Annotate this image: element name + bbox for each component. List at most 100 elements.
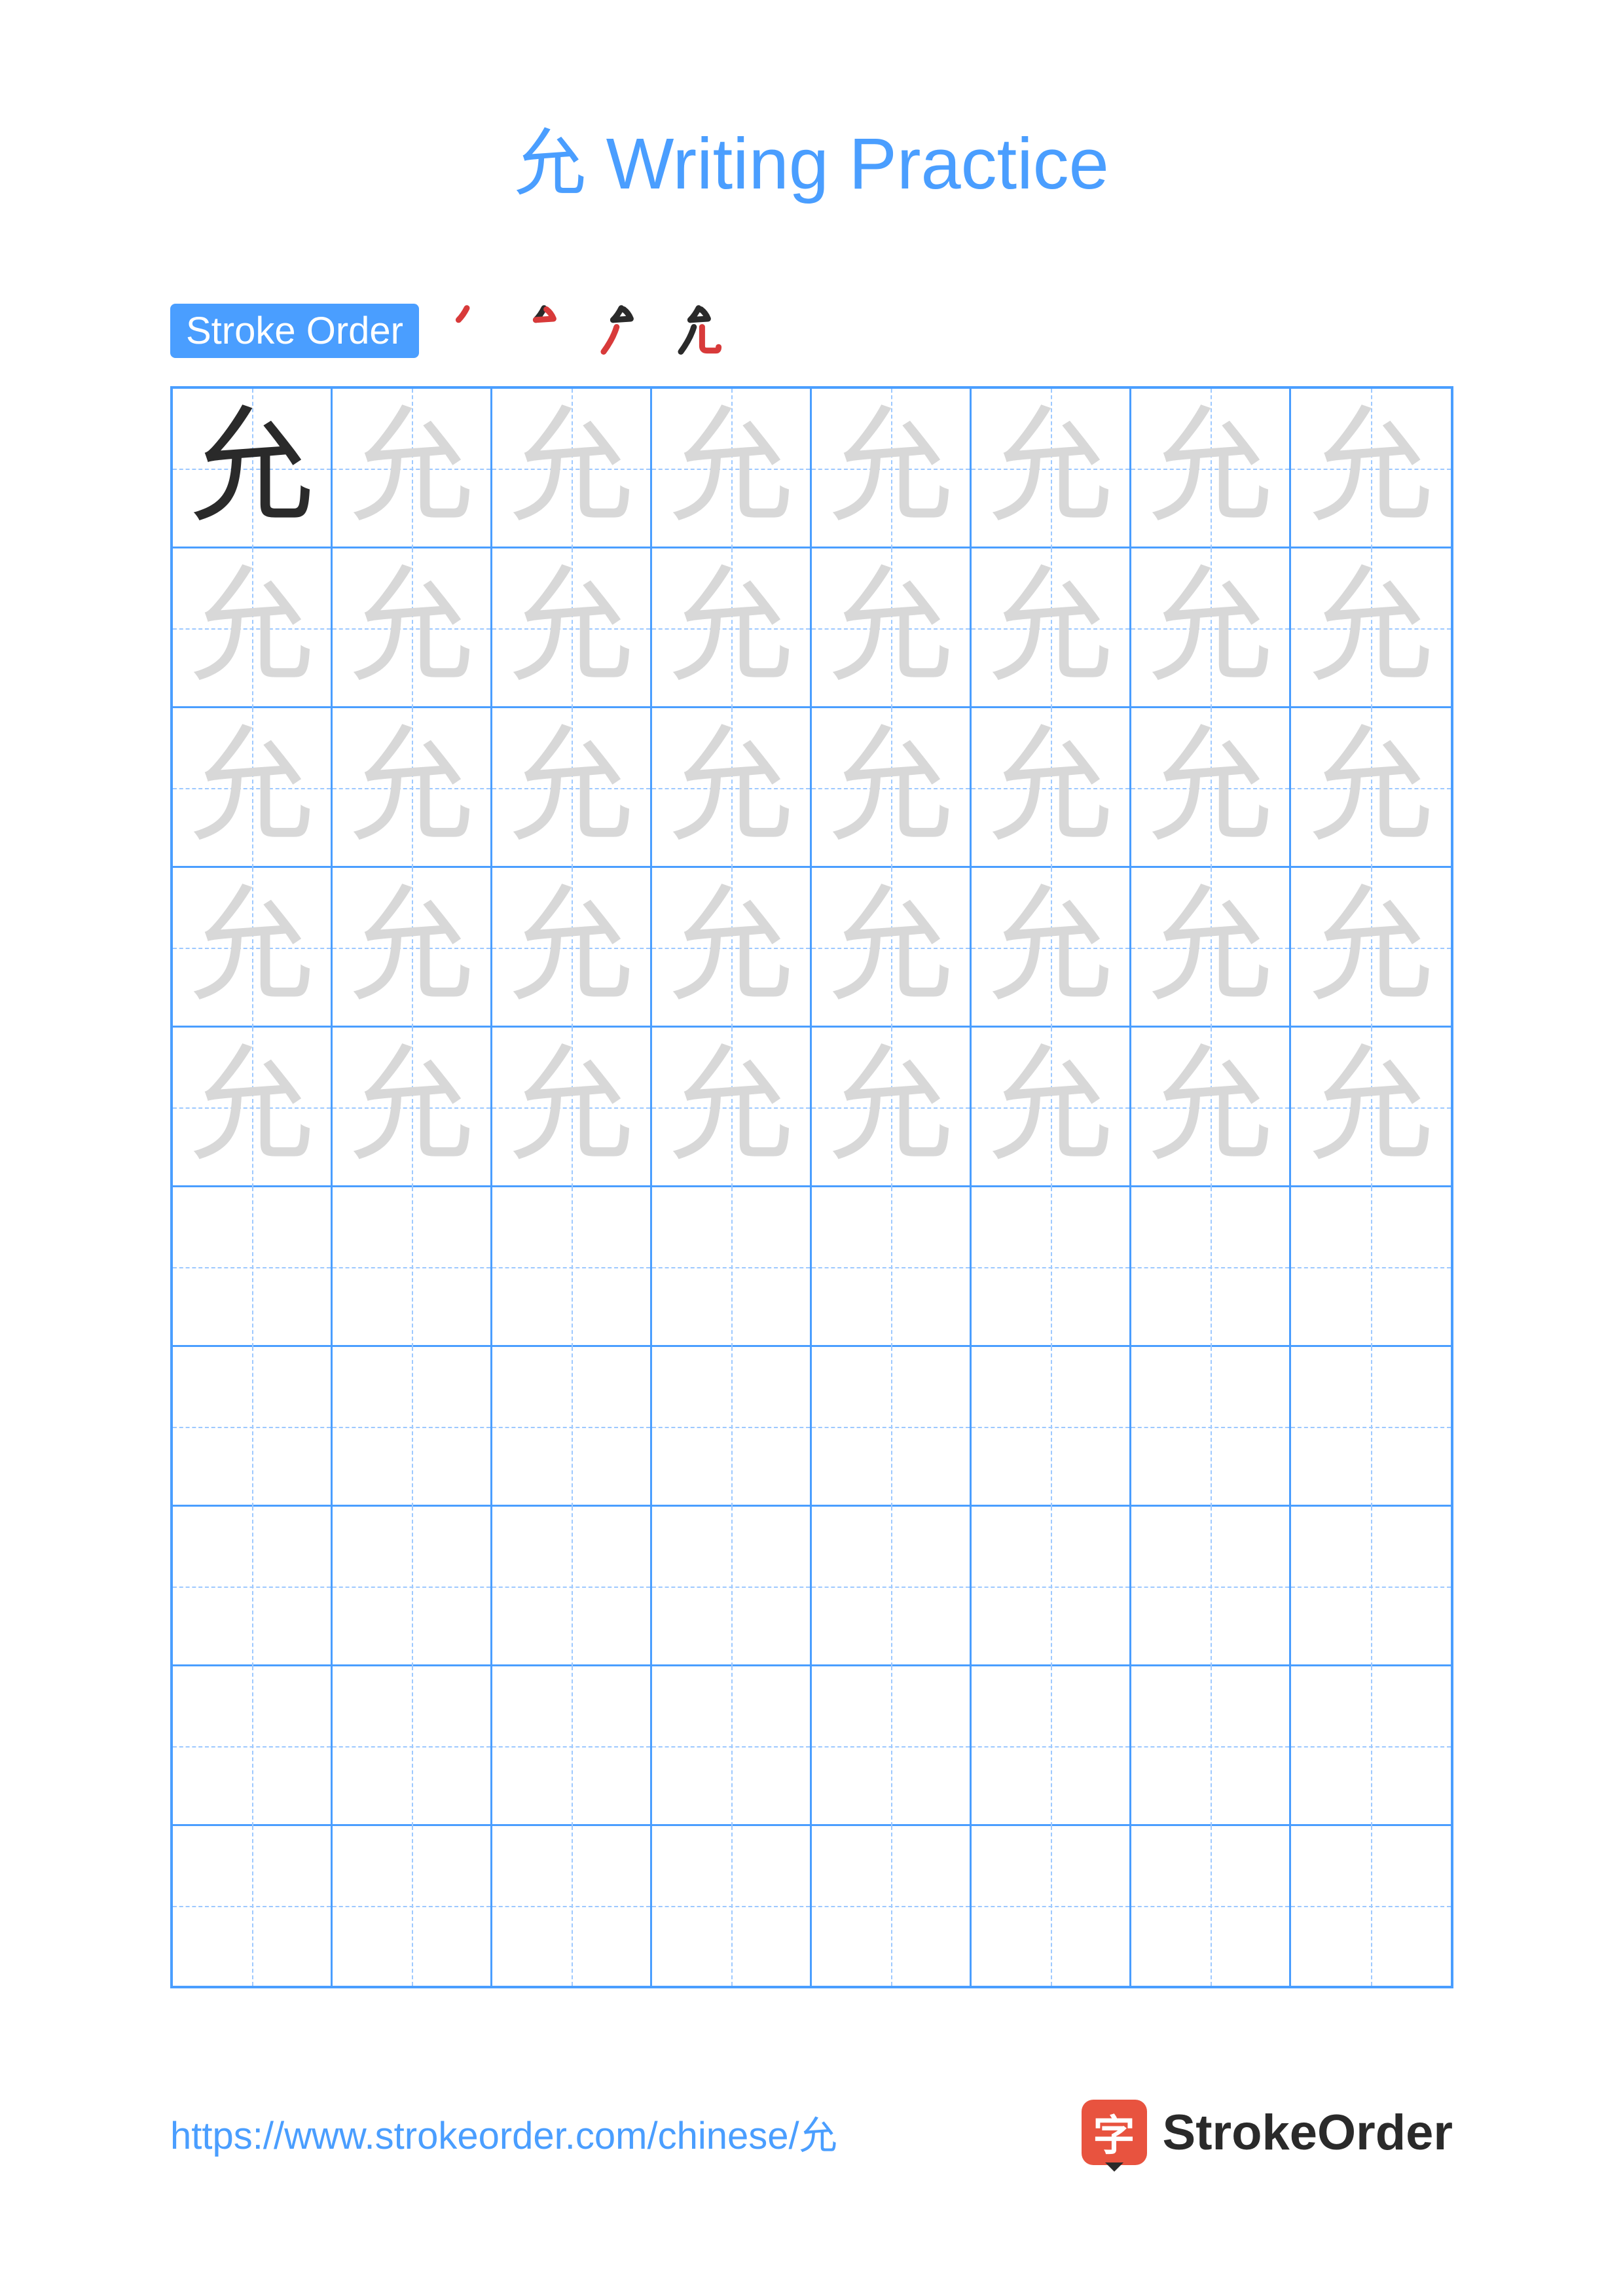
grid-cell	[652, 1507, 812, 1666]
trace-character: 允	[1148, 406, 1272, 531]
grid-cell: 允	[173, 868, 333, 1028]
grid-row: 允允允允允允允允	[173, 708, 1451, 868]
grid-cell	[972, 1347, 1131, 1507]
grid-cell	[652, 1666, 812, 1826]
grid-cell: 允	[173, 1028, 333, 1187]
grid-cell: 允	[972, 548, 1131, 708]
grid-cell	[1131, 1666, 1291, 1826]
grid-cell: 允	[812, 868, 972, 1028]
grid-cell	[1131, 1347, 1291, 1507]
logo-badge-icon: 字	[1082, 2100, 1147, 2165]
grid-cell: 允	[492, 548, 652, 708]
grid-cell: 允	[812, 708, 972, 868]
grid-cell	[492, 1666, 652, 1826]
grid-cell: 允	[333, 389, 492, 548]
trace-character: 允	[349, 406, 473, 531]
trace-character: 允	[349, 1045, 473, 1170]
guide-line-v	[1211, 1826, 1212, 1986]
grid-cell: 允	[972, 389, 1131, 548]
grid-cell: 允	[492, 1028, 652, 1187]
grid-cell	[173, 1507, 333, 1666]
guide-line-v	[1051, 1507, 1052, 1666]
grid-cell: 允	[492, 708, 652, 868]
grid-cell	[173, 1187, 333, 1347]
practice-grid: 允允允允允允允允允允允允允允允允允允允允允允允允允允允允允允允允允允允允允允允允	[170, 386, 1453, 1988]
grid-cell: 允	[812, 548, 972, 708]
guide-line-v	[1211, 1187, 1212, 1347]
grid-cell	[1291, 1507, 1451, 1666]
grid-row: 允允允允允允允允	[173, 868, 1451, 1028]
stroke-order-badge: Stroke Order	[170, 304, 419, 358]
grid-cell	[652, 1347, 812, 1507]
grid-cell: 允	[492, 389, 652, 548]
grid-cell	[333, 1826, 492, 1986]
trace-character: 允	[349, 726, 473, 850]
guide-line-v	[572, 1187, 573, 1347]
trace-character: 允	[828, 406, 953, 531]
guide-line-v	[572, 1826, 573, 1986]
guide-line-v	[572, 1666, 573, 1826]
grid-cell	[333, 1666, 492, 1826]
grid-cell	[972, 1187, 1131, 1347]
trace-character: 允	[1309, 1045, 1433, 1170]
guide-line-v	[412, 1666, 413, 1826]
grid-cell	[652, 1826, 812, 1986]
guide-line-v	[1371, 1666, 1372, 1826]
grid-cell: 允	[173, 389, 333, 548]
trace-character: 允	[988, 1045, 1112, 1170]
grid-cell: 允	[1131, 708, 1291, 868]
stroke-step-1	[437, 301, 496, 360]
guide-line-v	[1211, 1666, 1212, 1826]
trace-character: 允	[509, 566, 633, 691]
guide-line-v	[1051, 1187, 1052, 1347]
grid-cell: 允	[1291, 548, 1451, 708]
trace-character: 允	[1309, 886, 1433, 1010]
trace-character: 允	[189, 886, 314, 1010]
guide-line-v	[731, 1826, 733, 1986]
grid-cell	[1131, 1187, 1291, 1347]
grid-cell: 允	[333, 708, 492, 868]
trace-character: 允	[1148, 1045, 1272, 1170]
grid-cell: 允	[812, 389, 972, 548]
guide-line-v	[252, 1347, 253, 1507]
stroke-order-steps	[437, 301, 728, 360]
grid-row: 允允允允允允允允	[173, 548, 1451, 708]
trace-character: 允	[509, 726, 633, 850]
footer-logo: 字 StrokeOrder	[1082, 2100, 1453, 2165]
grid-cell: 允	[1291, 868, 1451, 1028]
grid-cell	[1291, 1666, 1451, 1826]
trace-character: 允	[828, 726, 953, 850]
grid-cell: 允	[1131, 389, 1291, 548]
guide-line-v	[252, 1187, 253, 1347]
grid-cell	[812, 1347, 972, 1507]
trace-character: 允	[988, 886, 1112, 1010]
grid-cell: 允	[1291, 1028, 1451, 1187]
stroke-step-2	[515, 301, 574, 360]
grid-cell: 允	[812, 1028, 972, 1187]
guide-line-v	[1051, 1347, 1052, 1507]
guide-line-v	[731, 1666, 733, 1826]
grid-cell	[652, 1187, 812, 1347]
grid-cell	[1131, 1507, 1291, 1666]
grid-row	[173, 1507, 1451, 1666]
trace-character: 允	[1309, 406, 1433, 531]
grid-cell	[812, 1507, 972, 1666]
guide-line-v	[891, 1666, 892, 1826]
trace-character: 允	[349, 886, 473, 1010]
guide-line-v	[412, 1347, 413, 1507]
grid-cell	[812, 1826, 972, 1986]
trace-character: 允	[828, 1045, 953, 1170]
grid-cell: 允	[1291, 708, 1451, 868]
grid-cell: 允	[652, 548, 812, 708]
grid-cell	[972, 1826, 1131, 1986]
grid-cell: 允	[1291, 389, 1451, 548]
grid-cell	[173, 1826, 333, 1986]
grid-row	[173, 1666, 1451, 1826]
guide-line-v	[252, 1826, 253, 1986]
trace-character: 允	[189, 726, 314, 850]
grid-cell: 允	[1131, 1028, 1291, 1187]
logo-text: StrokeOrder	[1163, 2104, 1453, 2161]
guide-line-v	[891, 1507, 892, 1666]
guide-line-v	[1371, 1347, 1372, 1507]
grid-cell	[1291, 1187, 1451, 1347]
